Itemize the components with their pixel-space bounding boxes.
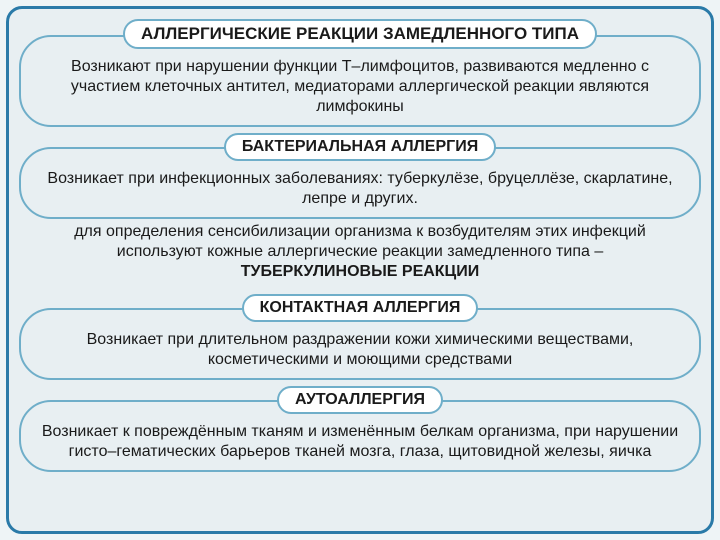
section-bacterial: БАКТЕРИАЛЬНАЯ АЛЛЕРГИЯ Возникает при инф… xyxy=(19,133,701,288)
section-body: Возникает при инфекционных заболеваниях:… xyxy=(21,165,699,217)
section-after-plain: для определения сенсибилизации организма… xyxy=(19,219,701,288)
section-body: Возникает к повреждённым тканям и изменё… xyxy=(21,418,699,470)
main-title: АЛЛЕРГИЧЕСКИЕ РЕАКЦИИ ЗАМЕДЛЕННОГО ТИПА xyxy=(123,19,597,49)
intro-text: Возникают при нарушении функции Т–лимфоц… xyxy=(21,53,699,125)
main-section: АЛЛЕРГИЧЕСКИЕ РЕАКЦИИ ЗАМЕДЛЕННОГО ТИПА … xyxy=(19,19,701,127)
section-contact: КОНТАКТНАЯ АЛЛЕРГИЯ Возникает при длител… xyxy=(19,294,701,380)
after-plain-bold: ТУБЕРКУЛИНОВЫЕ РЕАКЦИИ xyxy=(241,263,480,280)
main-frame: АЛЛЕРГИЧЕСКИЕ РЕАКЦИИ ЗАМЕДЛЕННОГО ТИПА … xyxy=(6,6,714,534)
after-plain-pre: для определения сенсибилизации организма… xyxy=(74,223,646,260)
section-heading: КОНТАКТНАЯ АЛЛЕРГИЯ xyxy=(242,294,479,322)
content-stack: АЛЛЕРГИЧЕСКИЕ РЕАКЦИИ ЗАМЕДЛЕННОГО ТИПА … xyxy=(19,19,701,472)
section-heading: АУТОАЛЛЕРГИЯ xyxy=(277,386,443,414)
section-heading: БАКТЕРИАЛЬНАЯ АЛЛЕРГИЯ xyxy=(224,133,496,161)
page-outer: АЛЛЕРГИЧЕСКИЕ РЕАКЦИИ ЗАМЕДЛЕННОГО ТИПА … xyxy=(0,0,720,540)
section-auto: АУТОАЛЛЕРГИЯ Возникает к повреждённым тк… xyxy=(19,386,701,472)
section-body: Возникает при длительном раздражении кож… xyxy=(21,326,699,378)
